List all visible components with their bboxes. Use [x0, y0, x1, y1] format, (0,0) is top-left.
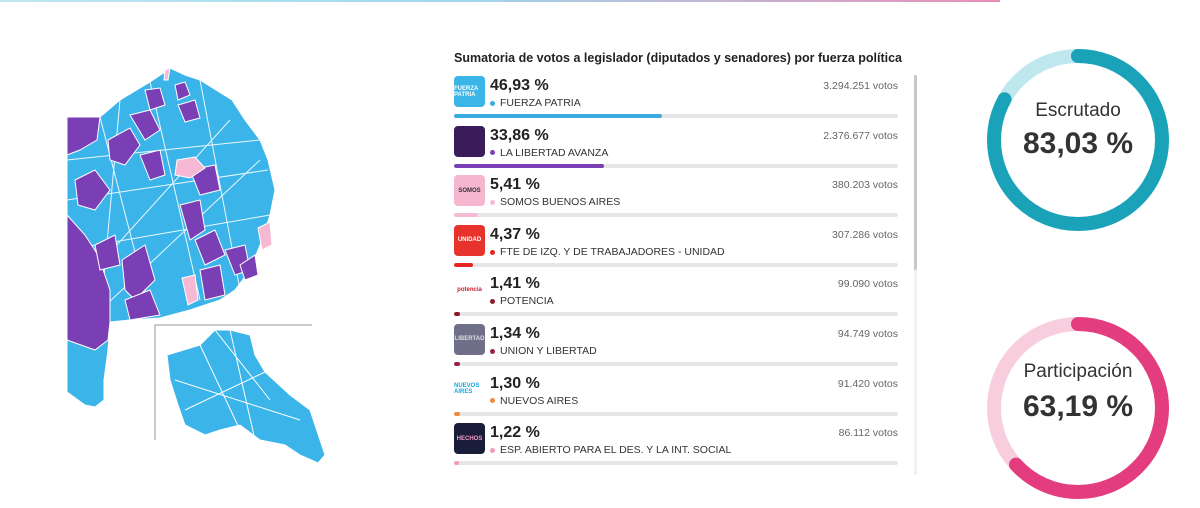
party-row[interactable]: HECHOS 1,22 % 86.112 votos ESP. ABIERTO PAR… — [454, 422, 898, 472]
participacion-arc — [987, 317, 1169, 499]
party-percentage: 1,22 % — [490, 424, 540, 442]
party-progress-bar — [454, 213, 898, 218]
party-logo-text: LIBERTAD — [454, 336, 485, 343]
party-name: NUEVOS AIRES — [500, 394, 579, 407]
party-row[interactable]: FUERZA PATRIA 46,93 % 3.294.251 votos FUERZ… — [454, 75, 898, 125]
party-color-dot — [490, 447, 495, 453]
escrutado-label: Escrutado — [1035, 100, 1121, 121]
party-name: LA LIBERTAD AVANZA — [500, 146, 609, 159]
party-votes: 99.090 votos — [837, 278, 898, 291]
party-percentage: 1,34 % — [490, 324, 540, 342]
party-votes: 3.294.251 votos — [823, 80, 898, 92]
purple-districts[interactable] — [66, 81, 259, 351]
party-color-dot — [490, 249, 495, 255]
party-logo: UNIDAD — [454, 224, 485, 256]
party-progress-bar — [454, 163, 898, 168]
party-logo: FUERZA PATRIA — [454, 76, 485, 107]
escrutado-arc — [987, 49, 1169, 231]
party-progress-bar — [454, 461, 898, 466]
escrutado-gauge: Escrutado 83,03 % — [983, 45, 1173, 235]
party-progress-fill — [454, 461, 460, 466]
party-logo: potencia — [454, 274, 485, 306]
gba-shape[interactable] — [166, 329, 326, 464]
party-progress-fill — [454, 361, 460, 366]
party-progress-bar — [454, 312, 898, 317]
party-progress-bar — [454, 411, 898, 416]
party-progress-fill — [454, 312, 461, 317]
participacion-value: 63,19 % — [1022, 390, 1134, 423]
party-progress-fill — [454, 114, 663, 118]
party-logo: LIBERTAD — [454, 323, 485, 355]
party-name: POTENCIA — [500, 295, 554, 308]
scrollbar-track[interactable] — [914, 75, 917, 475]
party-row[interactable]: NUEVOS AIRES 1,30 % 91.420 votos NUEVOS AIR… — [454, 373, 898, 423]
party-name: UNION Y LIBERTAD — [500, 344, 597, 357]
party-color-dot — [490, 150, 495, 156]
party-progress-bar — [454, 361, 898, 366]
party-row[interactable]: SOMOS 5,41 % 380.203 votos SOMOS BUENOS AIR… — [454, 174, 898, 224]
party-name: FUERZA PATRIA — [500, 97, 581, 109]
party-color-dot — [490, 398, 495, 404]
party-percentage: 1,41 % — [490, 275, 540, 293]
party-percentage: 33,86 % — [490, 126, 549, 144]
party-color-dot — [490, 299, 495, 305]
list-fade — [454, 470, 904, 490]
party-results-list[interactable]: FUERZA PATRIA 46,93 % 3.294.251 votos FUERZ… — [454, 75, 898, 475]
party-progress-bar — [454, 262, 898, 267]
party-logo-text: potencia — [457, 286, 482, 293]
gba-boundaries — [174, 329, 301, 441]
province-results-map[interactable] — [60, 60, 340, 470]
district-boundaries — [66, 79, 271, 321]
party-row[interactable]: potencia 1,41 % 99.090 votos POTENCIA — [454, 273, 898, 323]
party-logo-text: FUERZA PATRIA — [454, 85, 479, 98]
party-votes: 94.749 votos — [837, 327, 898, 340]
party-name: ESP. ABIERTO PARA EL DES. Y LA INT. SOCI… — [500, 444, 732, 457]
party-votes: 2.376.677 votos — [823, 129, 898, 142]
party-votes: 307.286 votos — [832, 228, 898, 241]
party-row[interactable]: UNIDAD 4,37 % 307.286 votos FTE DE IZQ. Y D… — [454, 224, 898, 274]
participacion-label: Participación — [1023, 361, 1133, 382]
party-votes: 91.420 votos — [837, 377, 898, 390]
scrollbar-thumb[interactable] — [914, 75, 917, 270]
results-panel-title: Sumatoria de votos a legislador (diputad… — [454, 51, 903, 65]
party-percentage: 46,93 % — [490, 77, 549, 94]
party-logo — [454, 125, 485, 157]
party-progress-fill — [454, 411, 460, 416]
party-name: SOMOS BUENOS AIRES — [500, 196, 621, 209]
party-color-dot — [490, 199, 495, 205]
party-row[interactable]: 33,86 % 2.376.677 votos LA LIBERTAD AVANZA — [454, 125, 898, 175]
party-logo: NUEVOS AIRES — [454, 373, 485, 405]
party-logo-text: NUEVOS AIRES — [454, 383, 480, 396]
party-progress-bar — [454, 114, 898, 118]
pink-districts[interactable] — [163, 67, 273, 306]
party-logo: HECHOS — [454, 423, 485, 455]
party-progress-fill — [454, 163, 605, 168]
party-votes: 380.203 votos — [832, 179, 898, 192]
party-logo-text: UNIDAD — [457, 237, 482, 244]
party-logo-text: HECHOS — [456, 435, 483, 442]
party-votes: 86.112 votos — [838, 427, 898, 440]
top-accent-line — [0, 0, 1000, 2]
inset-frame — [154, 324, 312, 440]
party-percentage: 1,30 % — [490, 374, 540, 392]
escrutado-value: 83,03 % — [1022, 127, 1134, 160]
party-logo-text: SOMOS — [458, 187, 481, 194]
participacion-gauge: Participación 63,19 % — [983, 313, 1173, 503]
party-percentage: 4,37 % — [490, 225, 540, 243]
party-name: FTE DE IZQ. Y DE TRABAJADORES - UNIDAD — [500, 245, 725, 258]
party-color-dot — [490, 348, 495, 354]
party-percentage: 5,41 % — [490, 176, 540, 194]
party-progress-fill — [454, 213, 479, 218]
gba-inset[interactable] — [154, 324, 326, 464]
party-row[interactable]: LIBERTAD 1,34 % 94.749 votos UNION Y LIBERT… — [454, 323, 898, 373]
party-progress-fill — [454, 262, 474, 267]
party-logo: SOMOS — [454, 175, 485, 207]
party-color-dot — [490, 100, 495, 106]
